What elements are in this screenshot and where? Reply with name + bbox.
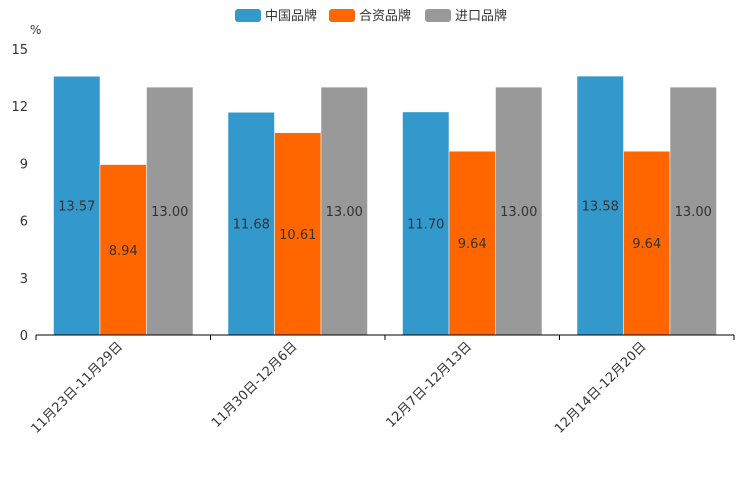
y-tick-label: 15 xyxy=(11,43,28,58)
bar-2-1 xyxy=(448,150,496,336)
legend-label-1: 合资品牌 xyxy=(359,8,411,24)
data-label-2-2: 13.00 xyxy=(500,205,537,220)
data-label-0-1: 8.94 xyxy=(109,244,138,259)
bars xyxy=(53,75,717,336)
legend-swatch-1 xyxy=(329,9,355,22)
data-label-3-0: 13.58 xyxy=(582,200,619,215)
legend: 中国品牌 合资品牌 进口品牌 xyxy=(235,8,507,24)
bar-0-2 xyxy=(146,86,194,336)
y-tick-label: 12 xyxy=(11,100,28,115)
bar-1-1 xyxy=(274,132,322,336)
legend-swatch-2 xyxy=(425,9,451,22)
y-tick-label: 3 xyxy=(20,272,28,287)
data-label-1-0: 11.68 xyxy=(233,218,270,233)
data-label-0-0: 13.57 xyxy=(58,200,95,215)
bar-1-2 xyxy=(320,86,368,336)
data-labels: 13.57 8.94 13.00 11.68 10.61 13.00 11.70 9.64 13… xyxy=(58,200,712,259)
bar-1-0 xyxy=(227,112,275,336)
data-label-3-1: 9.64 xyxy=(632,237,661,252)
x-tick-label-3: 12月14日-12月20日 xyxy=(552,339,649,436)
bar-0-0 xyxy=(53,76,101,336)
data-label-1-2: 13.00 xyxy=(326,205,363,220)
legend-label-0: 中国品牌 xyxy=(265,8,317,24)
x-tick-label-0: 11月23日-11月29日 xyxy=(29,339,126,436)
x-tick-label-2: 12月7日-12月13日 xyxy=(383,339,475,431)
data-label-0-2: 13.00 xyxy=(151,205,188,220)
data-label-3-2: 13.00 xyxy=(675,205,712,220)
bar-0-1 xyxy=(99,164,147,336)
data-label-2-0: 11.70 xyxy=(407,217,444,232)
data-label-1-1: 10.61 xyxy=(279,228,316,243)
x-axis: 11月23日-11月29日 11月30日-12月6日 12月7日-12月13日 12月… xyxy=(29,335,735,437)
y-axis-unit-label: % xyxy=(30,23,41,37)
y-tick-label: 6 xyxy=(20,215,28,230)
legend-swatch-0 xyxy=(235,9,261,22)
bar-3-2 xyxy=(669,86,717,336)
y-tick-label: 9 xyxy=(20,157,28,172)
bar-2-0 xyxy=(402,111,450,336)
legend-label-2: 进口品牌 xyxy=(455,8,507,24)
y-tick-label: 0 xyxy=(20,329,28,344)
bar-3-0 xyxy=(576,75,624,336)
y-axis: 0 3 6 9 12 15 xyxy=(11,43,28,344)
data-label-2-1: 9.64 xyxy=(458,237,487,252)
x-tick-label-1: 11月30日-12月6日 xyxy=(209,339,301,431)
